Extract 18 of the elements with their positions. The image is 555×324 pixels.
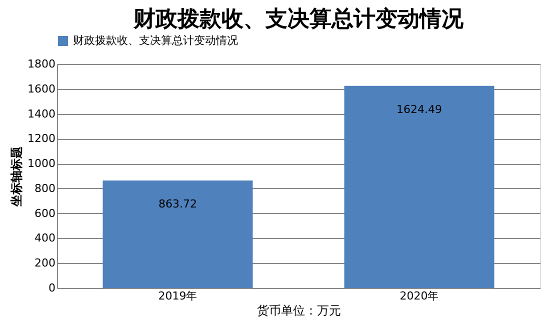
x-tick-label: 2020年 — [400, 290, 439, 302]
y-tick-label: 1600 — [28, 82, 56, 96]
y-tick-label: 1400 — [28, 107, 56, 120]
y-axis-title: 坐标轴标题 — [10, 146, 24, 208]
y-tick-label: 600 — [34, 206, 56, 220]
chart-title: 财政拨款收、支决算总计变动情况 — [132, 6, 464, 32]
y-tick-label: 800 — [34, 182, 56, 195]
y-tick-label: 0 — [48, 282, 56, 294]
x-axis-title: 货币单位：万元 — [257, 304, 341, 318]
data-label: 863.72 — [158, 198, 197, 211]
y-tick-label: 1000 — [28, 157, 56, 170]
data-label: 1624.49 — [396, 102, 442, 116]
x-tick-label: 2019年 — [158, 290, 198, 302]
legend-label: 财政拨款收、支决算总计变动情况 — [73, 34, 238, 47]
y-tick-label: 1200 — [28, 132, 56, 146]
y-tick-label: 1800 — [28, 58, 56, 70]
y-tick-label: 400 — [34, 232, 56, 245]
y-tick-label: 200 — [34, 256, 56, 270]
